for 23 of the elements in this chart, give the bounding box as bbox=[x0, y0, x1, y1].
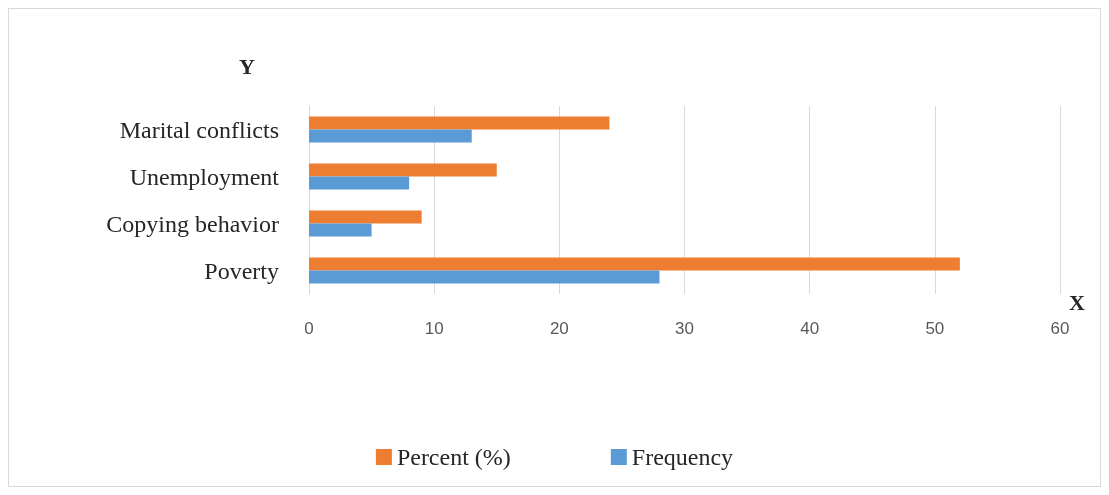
bar bbox=[309, 257, 960, 271]
y-tick-label: Copying behavior bbox=[106, 210, 280, 237]
bar bbox=[309, 210, 422, 224]
x-tick-label: 0 bbox=[304, 319, 314, 338]
y-tick-label: Poverty bbox=[204, 257, 279, 284]
bar bbox=[309, 176, 410, 190]
y-tick-label: Marital conflicts bbox=[119, 116, 279, 143]
x-tick-label: 40 bbox=[800, 319, 820, 338]
x-tick-label: 10 bbox=[424, 319, 444, 338]
bar bbox=[309, 116, 610, 130]
x-axis-title: X bbox=[1069, 289, 1085, 315]
legend-label: Percent (%) bbox=[396, 444, 511, 470]
x-tick-label: 60 bbox=[1050, 319, 1070, 338]
y-axis-title: Y bbox=[239, 53, 255, 79]
bar bbox=[309, 129, 472, 143]
bar bbox=[309, 163, 497, 177]
x-tick-label: 50 bbox=[925, 319, 945, 338]
bar bbox=[309, 223, 372, 237]
legend-label: Frequency bbox=[631, 444, 734, 470]
bar bbox=[309, 270, 660, 284]
x-tick-label: 20 bbox=[549, 319, 569, 338]
x-tick-label: 30 bbox=[675, 319, 694, 338]
y-tick-label: Unemployment bbox=[129, 163, 280, 190]
